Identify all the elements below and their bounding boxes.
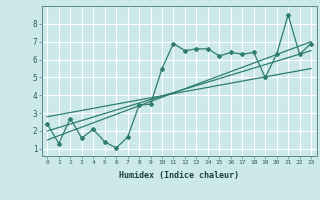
X-axis label: Humidex (Indice chaleur): Humidex (Indice chaleur): [119, 171, 239, 180]
